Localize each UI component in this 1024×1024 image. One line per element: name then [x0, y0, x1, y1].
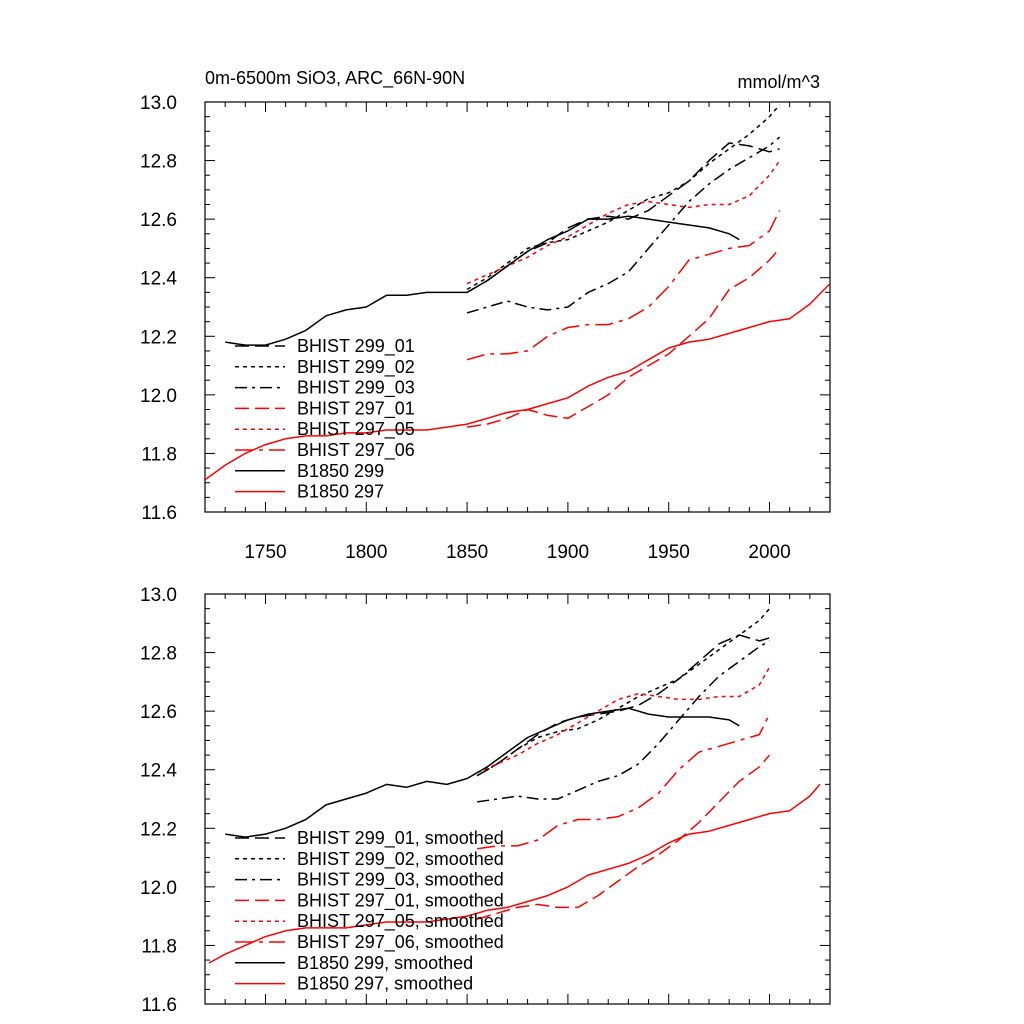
- chart-title: 0m-6500m SiO3, ARC_66N-90N: [205, 68, 465, 89]
- series-line-1: [476, 608, 771, 777]
- legend-label-6: B1850 299, smoothed: [297, 953, 473, 973]
- y-tick-label: 12.8: [140, 644, 177, 665]
- series-line-0: [466, 142, 780, 294]
- y-tick-label: 12.6: [140, 702, 177, 723]
- y-tick-label: 12.2: [140, 819, 177, 840]
- y-tick-label: 13.0: [140, 585, 177, 606]
- x-tick-label: 1850: [446, 542, 488, 563]
- series-line-7: [208, 783, 821, 964]
- y-tick-label: 12.0: [140, 878, 177, 899]
- series-line-2: [477, 640, 770, 803]
- y-tick-label: 11.6: [141, 995, 177, 1016]
- series-line-6: [225, 215, 740, 346]
- legend-label-6: B1850 299: [297, 461, 384, 481]
- legend-label-0: BHIST 299_01, smoothed: [297, 828, 504, 849]
- legend-label-0: BHIST 299_01: [297, 336, 415, 357]
- series-line-4: [476, 666, 771, 774]
- series-line-3: [466, 247, 781, 428]
- y-tick-label: 12.0: [140, 386, 177, 407]
- y-tick-label: 12.6: [140, 210, 177, 231]
- bottom-panel: 11.6 11.8 12.0 12.2 12.4 12.6 12.8 13.0 BHIST 29…: [140, 585, 831, 1016]
- series-line-5: [477, 713, 771, 850]
- legend-label-5: BHIST 297_06: [297, 440, 415, 461]
- series-line-2: [466, 136, 781, 314]
- legend-label-7: B1850 297, smoothed: [297, 974, 473, 994]
- y-tick-label: 12.4: [140, 269, 177, 290]
- y-tick-label: 11.8: [141, 936, 177, 957]
- x-tick-label: 1750: [244, 542, 286, 563]
- y-tick-label: 12.4: [140, 761, 177, 782]
- top-panel: 11.6 11.8 12.0 12.2 12.4 12.6 12.8 13.0 1750 1800…: [140, 93, 831, 563]
- legend-label-3: BHIST 297_01: [297, 398, 415, 419]
- x-tick-label: 1800: [345, 542, 387, 563]
- series-line-4: [466, 160, 781, 285]
- series-line-0: [476, 634, 770, 777]
- x-tick-label: 1900: [547, 542, 589, 563]
- legend-label-4: BHIST 297_05, smoothed: [297, 911, 504, 932]
- series-line-7: [205, 283, 830, 481]
- legend-label-7: B1850 297: [297, 482, 384, 502]
- series-line-3: [476, 754, 771, 920]
- y-tick-label: 11.6: [141, 503, 177, 524]
- x-tick-label: 2000: [748, 542, 790, 563]
- series-line-6: [225, 707, 740, 838]
- units-label: mmol/m^3: [738, 72, 820, 92]
- legend-label-2: BHIST 299_03, smoothed: [297, 870, 504, 891]
- y-tick-label: 12.2: [140, 327, 177, 348]
- x-tick-label: 1950: [648, 542, 690, 563]
- y-tick-label: 13.0: [140, 93, 177, 114]
- legend-label-4: BHIST 297_05: [297, 419, 415, 440]
- legend-label-1: BHIST 299_02: [297, 357, 415, 378]
- series-line-1: [466, 104, 781, 291]
- legend-label-1: BHIST 299_02, smoothed: [297, 849, 504, 870]
- series-line-5: [466, 210, 781, 361]
- legend-label-3: BHIST 297_01, smoothed: [297, 890, 504, 911]
- legend-label-5: BHIST 297_06, smoothed: [297, 932, 504, 953]
- legend-label-2: BHIST 299_03: [297, 378, 415, 399]
- y-tick-label: 11.8: [141, 444, 177, 465]
- y-tick-label: 12.8: [140, 152, 177, 173]
